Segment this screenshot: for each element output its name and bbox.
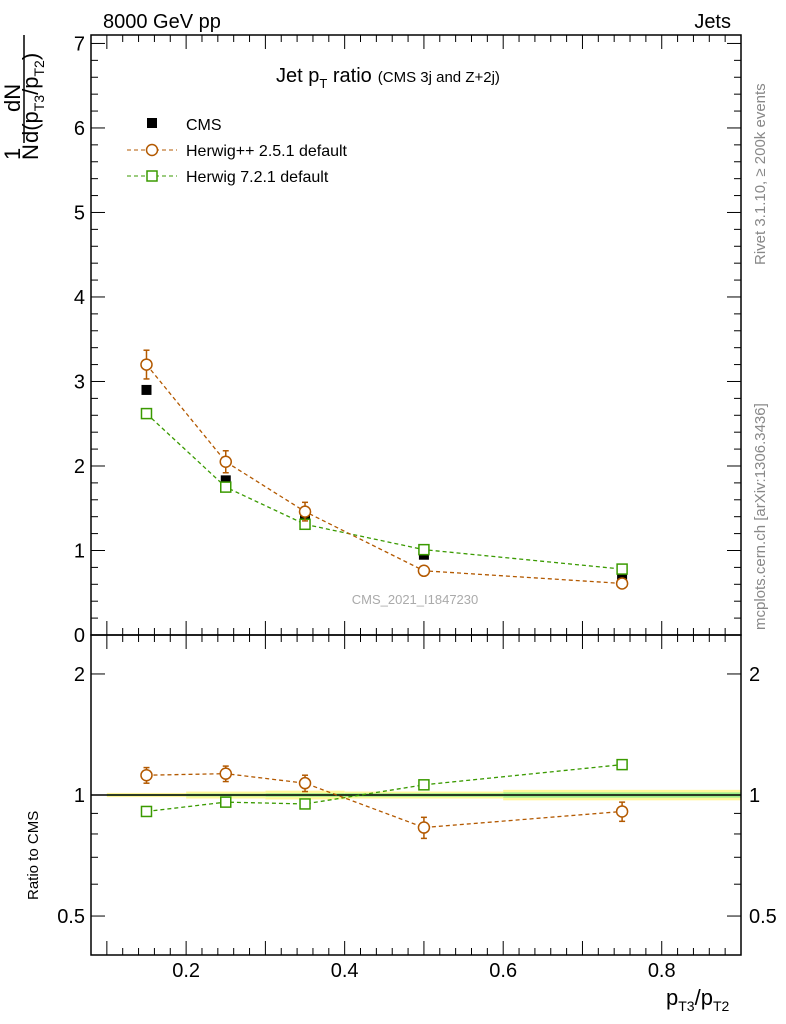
legend-cms: CMS [186, 117, 222, 134]
y-tick-label: 6 [74, 118, 85, 140]
ratio-herwigpp-point [615, 805, 629, 818]
mcplots-label: mcplots.cern.ch [arXiv:1306.3436] [752, 403, 769, 630]
ratio-y-tick-label: 1 [74, 785, 85, 807]
ratio-herwig7-line [146, 763, 623, 813]
ratio-y-tick-label-right: 2 [749, 664, 760, 686]
ratio-herwigpp-point [219, 767, 233, 780]
ratio-herwig7-point [418, 779, 430, 791]
y-tick-label: 5 [74, 202, 85, 224]
rivet-label: Rivet 3.1.10, ≥ 200k events [752, 83, 769, 265]
svg-text:N: N [18, 144, 43, 160]
y-tick-label: 7 [74, 33, 85, 55]
legend-herwig7-marker [146, 170, 158, 182]
svg-text:dN: dN [0, 84, 25, 112]
y-tick-label: 0 [74, 625, 85, 647]
header-right: Jets [694, 11, 731, 33]
ratio-herwigpp-point [417, 821, 431, 834]
legend-herwig7: Herwig 7.2.1 default [186, 169, 329, 186]
x-tick-label: 0.6 [489, 960, 517, 982]
herwig7-point [140, 407, 153, 420]
ratio-herwigpp-point [298, 776, 312, 790]
ratio-y-label: Ratio to CMS [25, 811, 42, 900]
svg-text:d(pT3/pT2): d(pT3/pT2) [18, 53, 47, 143]
ratio-y-tick-label-right: 0.5 [749, 906, 777, 928]
legend-herwigpp-marker [145, 143, 159, 157]
herwig7-point [220, 481, 232, 493]
ratio-herwig7-point [140, 805, 153, 818]
header-left: 8000 GeV pp [103, 11, 221, 33]
ratio-y-tick-label: 2 [74, 664, 85, 686]
x-tick-label: 0.4 [331, 960, 359, 982]
watermark: CMS_2021_I1847230 [352, 592, 479, 607]
x-tick-label: 0.2 [172, 960, 200, 982]
y-tick-label: 3 [74, 371, 85, 393]
herwig7-point [616, 563, 628, 575]
ratio-y-tick-label: 0.5 [57, 906, 85, 928]
herwigpp-point [298, 505, 312, 518]
herwig7-line [146, 413, 623, 570]
y-tick-label: 2 [74, 456, 85, 478]
x-tick-label: 0.8 [648, 960, 676, 982]
legend-cms-marker [147, 118, 157, 128]
ratio-herwigpp-line [146, 773, 623, 829]
svg-text:1: 1 [0, 148, 25, 160]
legend: CMS Herwig++ 2.5.1 default Herwig 7.2.1 … [127, 117, 348, 186]
chart-title: Jet pT ratio (CMS 3j and Z+2j) [276, 65, 500, 91]
ratio-herwig7-point [299, 798, 311, 810]
y-axis-label: 1 N dN d(pT3/pT2) [0, 35, 47, 160]
ratio-herwig7-point [616, 758, 628, 771]
herwigpp-point [140, 358, 153, 371]
herwigpp-line [145, 364, 623, 585]
cms-point [220, 475, 231, 486]
y-tick-label: 1 [74, 540, 85, 562]
legend-herwigpp: Herwig++ 2.5.1 default [186, 143, 348, 160]
herwigpp-point [417, 564, 431, 578]
herwig7-point [418, 543, 430, 556]
y-tick-label: 4 [74, 287, 85, 309]
cms-point [141, 384, 152, 395]
ratio-herwig7-point [220, 796, 232, 808]
herwigpp-point [219, 455, 233, 469]
x-axis-label: pT3/pT2 [666, 985, 730, 1014]
ratio-herwigpp-point [140, 768, 153, 782]
herwigpp-point [615, 577, 629, 590]
ratio-y-tick-label-right: 1 [749, 785, 760, 807]
